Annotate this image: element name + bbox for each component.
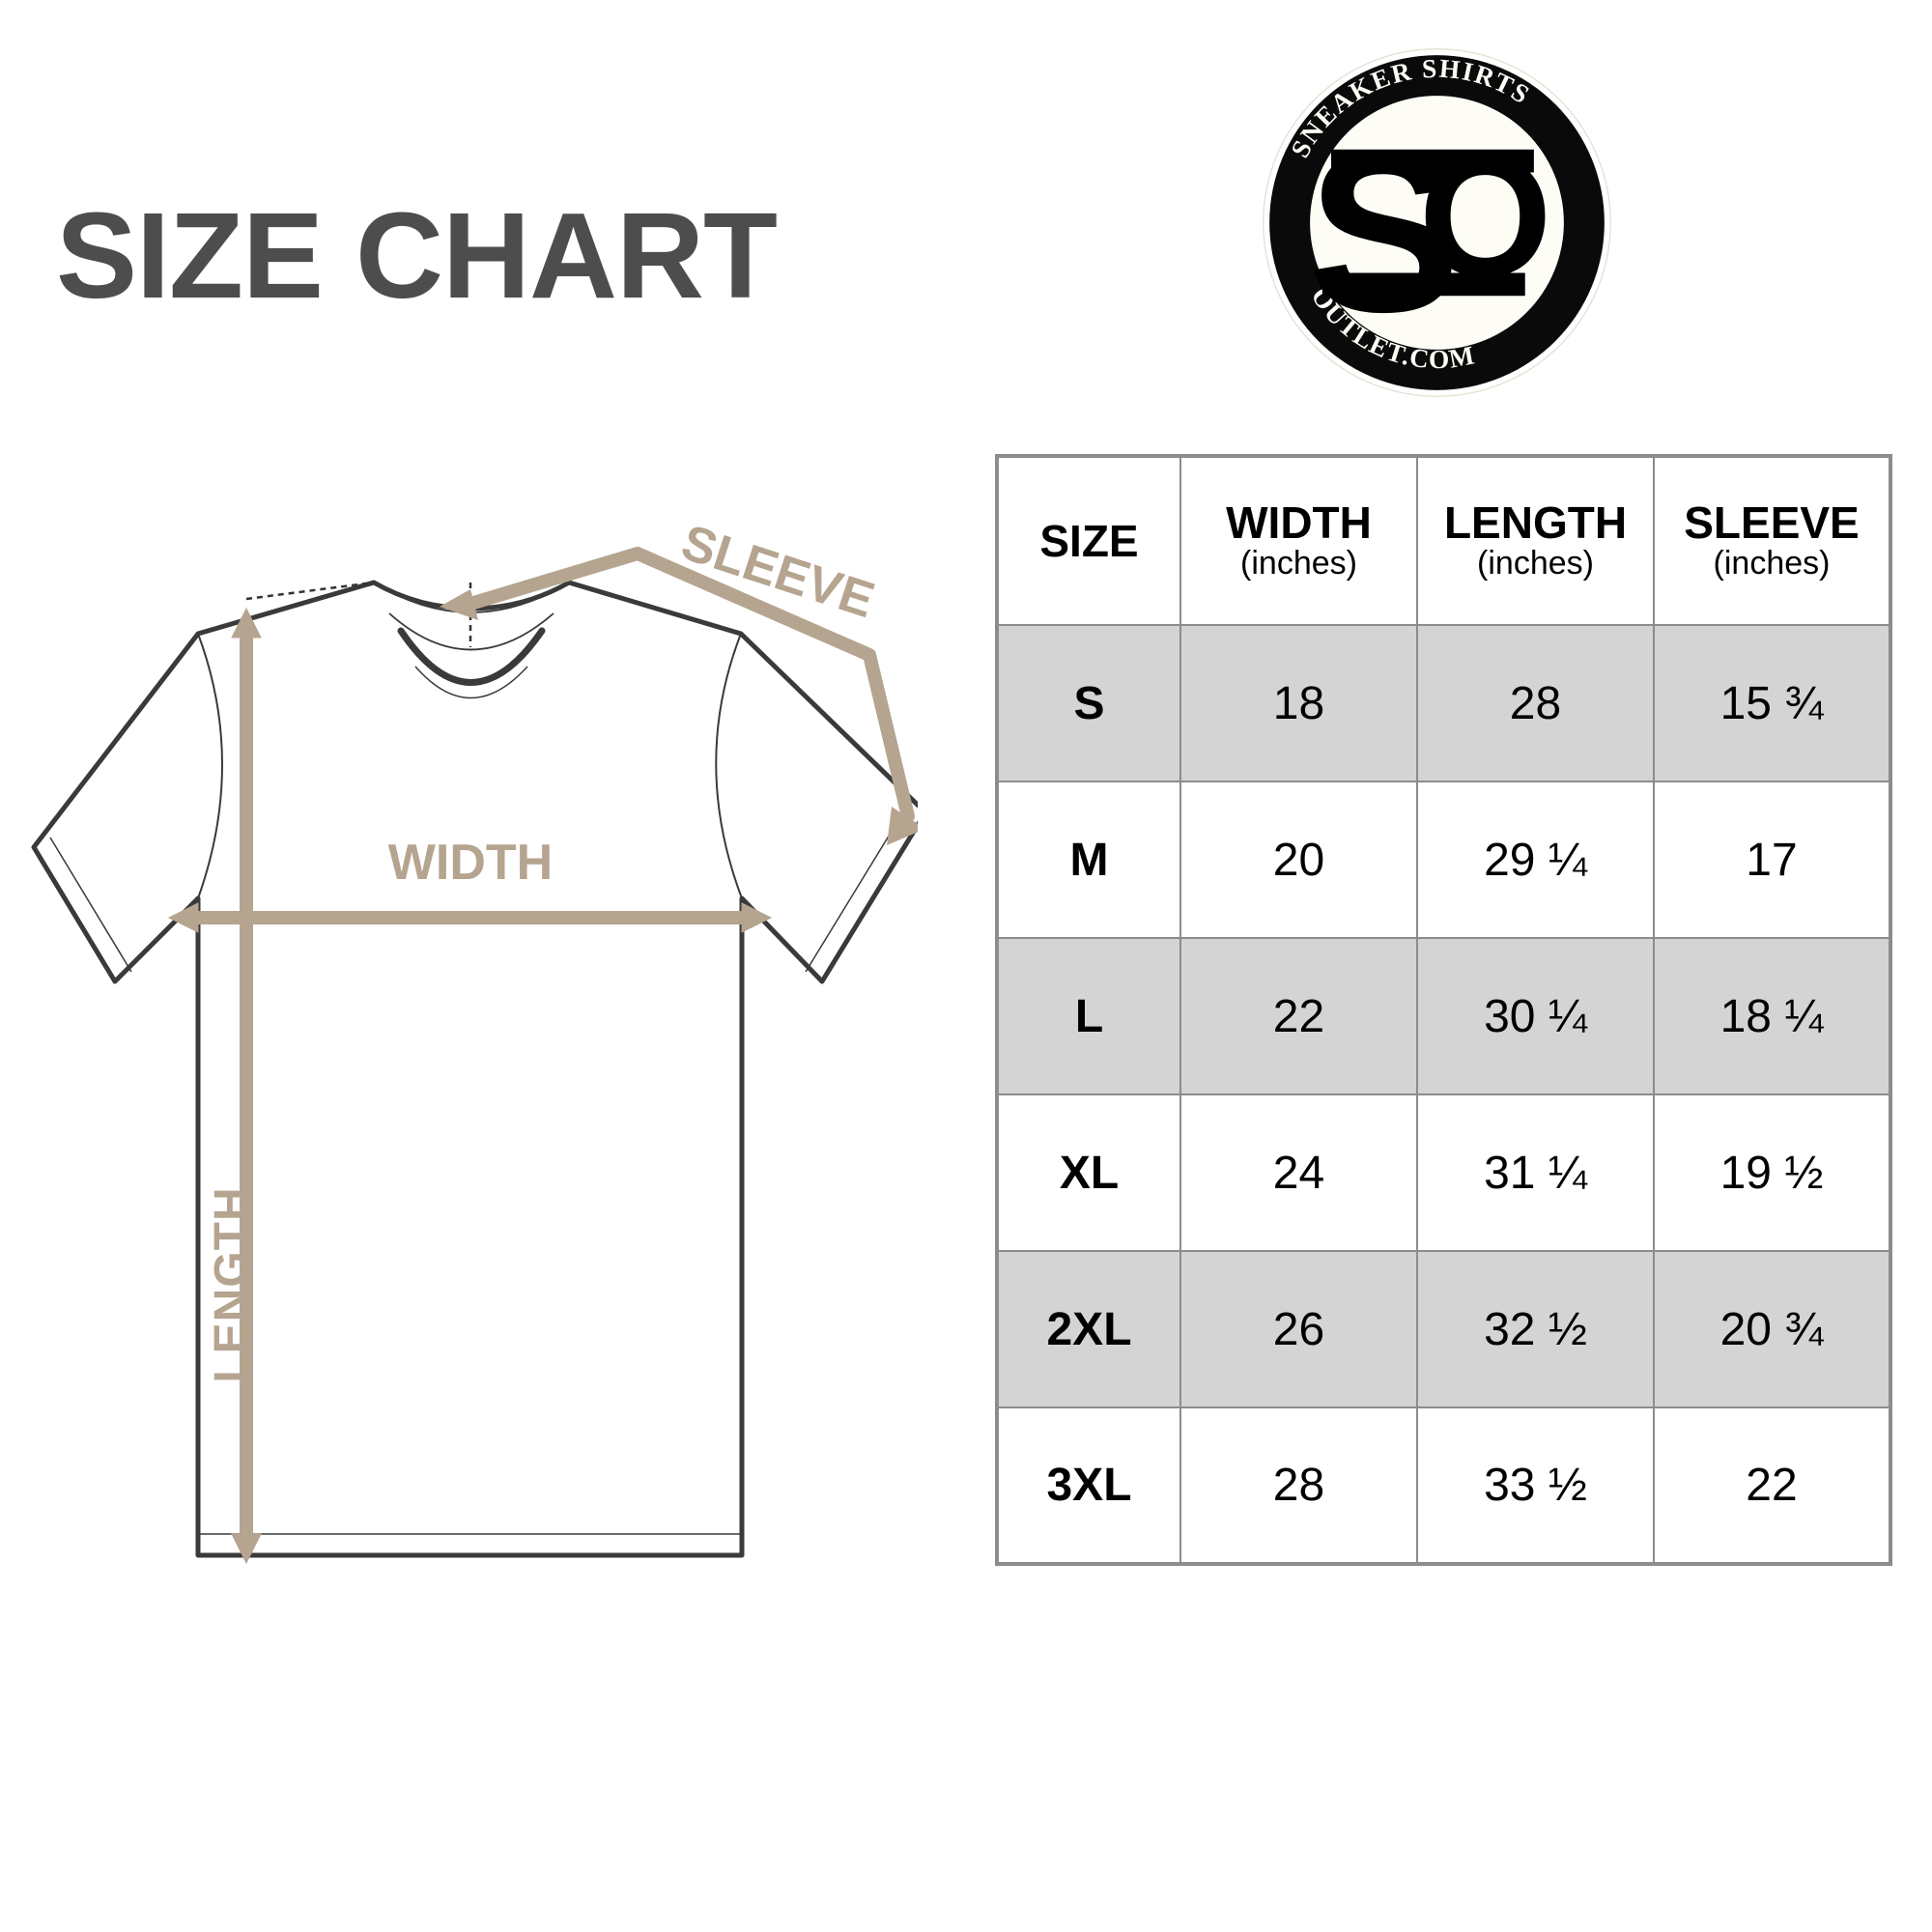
svg-text:WIDTH: WIDTH: [388, 835, 553, 891]
svg-text:LENGTH: LENGTH: [206, 1186, 257, 1382]
svg-text:O: O: [1418, 120, 1551, 312]
